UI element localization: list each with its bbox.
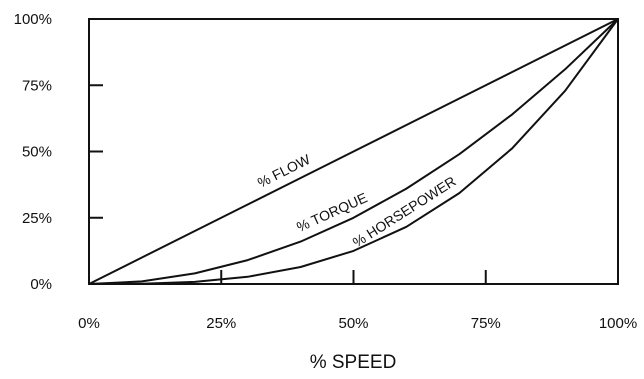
series-line [88, 18, 619, 285]
y-tick-label: 0% [30, 276, 52, 293]
x-tick-label: 75% [471, 315, 501, 332]
y-tick-label: 25% [22, 210, 52, 227]
x-tick-label: 50% [338, 315, 368, 332]
series-label: % FLOW [255, 151, 314, 191]
x-tick-label: 25% [206, 315, 236, 332]
x-tick-label: 0% [78, 315, 100, 332]
series-labels: % FLOW% TORQUE% HORSEPOWER [255, 151, 459, 251]
x-axis-title: % SPEED [310, 352, 397, 373]
series-line [88, 18, 619, 285]
y-tick-label: 75% [22, 77, 52, 94]
x-tick-label: 100% [599, 315, 637, 332]
x-axis-ticks: 0% 25% 50% 75% 100% [78, 270, 637, 332]
y-tick-label: 100% [14, 11, 52, 28]
y-tick-label: 50% [22, 144, 52, 161]
series-line [88, 18, 619, 285]
y-axis-ticks: 0% 25% 50% 75% 100% [14, 11, 103, 293]
series-lines [88, 18, 619, 285]
